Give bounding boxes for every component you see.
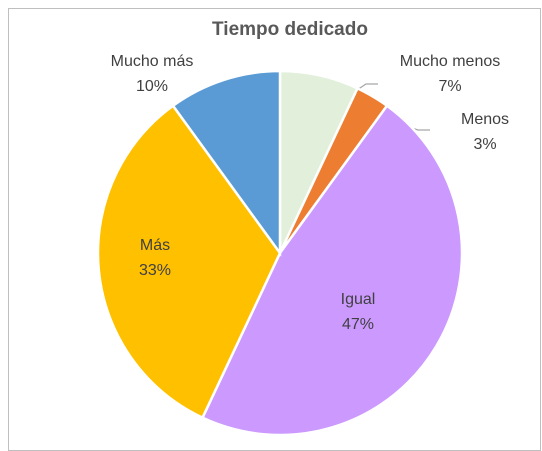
chart-title: Tiempo dedicado: [212, 19, 368, 40]
slice-category-label: Mucho menos: [400, 53, 501, 70]
pie-slice: [171, 69, 282, 257]
slice-category-label: Más: [140, 237, 170, 254]
slice-value-label: 33%: [139, 262, 171, 279]
slice-value-label: 10%: [136, 78, 168, 95]
slice-category-label: Mucho más: [111, 53, 194, 70]
slice-value-label: 3%: [473, 136, 496, 153]
slice-category-label: Menos: [461, 111, 509, 128]
slice-value-label: 7%: [438, 78, 461, 95]
pie-slice: [96, 104, 282, 420]
slice-category-label: Igual: [341, 291, 376, 308]
pie-slice: [200, 104, 464, 437]
slice-value-label: 47%: [342, 316, 374, 333]
